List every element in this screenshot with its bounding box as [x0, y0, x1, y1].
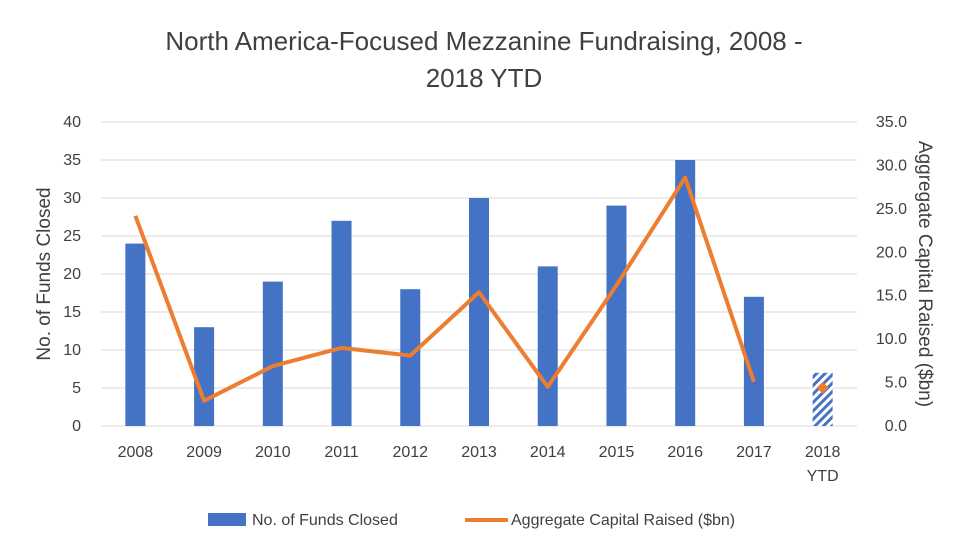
y-tick-label: 35 — [63, 152, 81, 169]
left-axis-ticks: 0 5 10 15 20 25 30 35 40 — [63, 114, 81, 435]
bar — [331, 220, 352, 426]
y2-tick-label: 30.0 — [876, 157, 907, 174]
bar — [812, 372, 833, 426]
legend-line-label: Aggregate Capital Raised ($bn) — [511, 512, 735, 529]
y2-tick-label: 10.0 — [876, 331, 907, 348]
bar — [743, 296, 764, 426]
x-tick-label: 2011 — [324, 444, 359, 461]
x-tick-label: YTD — [807, 468, 839, 485]
legend-bar-label: No. of Funds Closed — [252, 512, 398, 529]
y2-tick-label: 35.0 — [876, 114, 907, 131]
y-tick-label: 40 — [63, 114, 81, 131]
bar — [262, 281, 283, 426]
chart-title-line-1: North America-Focused Mezzanine Fundrais… — [165, 26, 802, 56]
x-tick-label: 2016 — [667, 444, 703, 461]
y2-tick-label: 15.0 — [876, 288, 907, 305]
y-tick-label: 10 — [63, 342, 81, 359]
y-tick-label: 15 — [63, 304, 81, 321]
y-tick-label: 0 — [72, 418, 81, 435]
left-axis-title: No. of Funds Closed — [34, 187, 55, 360]
x-tick-label: 2010 — [255, 444, 291, 461]
y2-tick-label: 20.0 — [876, 244, 907, 261]
capital-line — [133, 175, 756, 403]
right-axis-title: Aggregate Capital Raised ($bn) — [914, 141, 935, 407]
line-series — [133, 175, 829, 403]
y2-tick-label: 25.0 — [876, 201, 907, 218]
bar — [194, 327, 215, 426]
x-tick-label: 2017 — [736, 444, 772, 461]
bar-series — [125, 160, 833, 426]
x-tick-label: 2014 — [530, 444, 566, 461]
bar — [469, 198, 489, 426]
line-point-marker — [816, 381, 829, 394]
x-tick-label: 2015 — [599, 444, 635, 461]
y-tick-label: 25 — [63, 228, 81, 245]
x-tick-label: 2012 — [392, 444, 428, 461]
bar — [125, 243, 146, 426]
y-tick-label: 30 — [63, 190, 81, 207]
legend-bar-swatch — [208, 513, 246, 526]
x-tick-label: 2009 — [186, 444, 222, 461]
y2-tick-label: 0.0 — [885, 418, 907, 435]
bar — [675, 160, 696, 426]
y2-tick-label: 5.0 — [885, 375, 907, 392]
bar — [537, 266, 558, 426]
chart-title-line-2: 2018 YTD — [426, 63, 543, 93]
y-tick-label: 20 — [63, 266, 81, 283]
right-axis-ticks: 0.0 5.0 10.0 15.0 20.0 25.0 30.0 35.0 — [876, 114, 907, 435]
y-tick-label: 5 — [72, 380, 81, 397]
bar — [606, 205, 627, 426]
x-tick-label: 2013 — [461, 444, 497, 461]
x-tick-label: 2018 — [805, 444, 841, 461]
x-axis-ticks: 2008 2009 2010 2011 2012 2013 2014 2015 2016 2017… — [118, 444, 841, 485]
legend: No. of Funds Closed Aggregate Capital Ra… — [208, 512, 735, 529]
x-tick-label: 2008 — [118, 444, 154, 461]
